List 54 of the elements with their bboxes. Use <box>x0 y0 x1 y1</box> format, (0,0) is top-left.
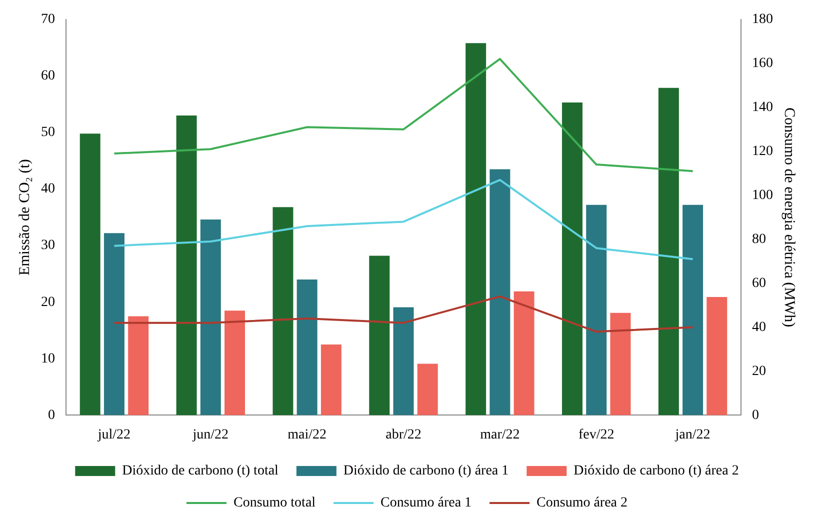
bar <box>490 169 510 416</box>
bar <box>586 204 607 416</box>
bar <box>200 220 221 416</box>
bar <box>320 344 342 416</box>
bar <box>272 207 294 416</box>
bar <box>706 297 728 416</box>
legend-label: Consumo área 1 <box>380 496 472 511</box>
legend-label: Consumo total <box>233 496 316 511</box>
bar <box>224 310 245 416</box>
legend-label: Consumo área 2 <box>536 496 628 511</box>
legend-label: Dióxido de carbono (t) área 1 <box>343 464 509 479</box>
bar <box>417 364 438 416</box>
y-tick-label: 20 <box>41 294 55 310</box>
legend-label: Dióxido de carbono (t) total <box>122 464 279 479</box>
legend-label: Dióxido de carbono (t) área 2 <box>574 464 739 479</box>
x-tick-label: jun/22 <box>192 427 229 442</box>
y2-tick-label: 100 <box>752 188 773 203</box>
bar <box>658 88 679 416</box>
bar <box>176 116 197 416</box>
bar <box>393 307 414 416</box>
bar <box>466 43 486 416</box>
x-tick-label: jul/22 <box>96 427 131 442</box>
y-tick-label: 50 <box>41 125 55 140</box>
y2-tick-label: 80 <box>752 232 766 247</box>
x-tick-label: abr/22 <box>386 427 422 442</box>
bar <box>562 102 582 416</box>
y2-tick-label: 60 <box>752 276 766 291</box>
bar <box>514 291 534 416</box>
y2-tick-label: 20 <box>752 364 766 379</box>
x-tick-label: mai/22 <box>288 427 327 442</box>
y2-tick-label: 0 <box>752 408 759 423</box>
bar <box>80 134 100 416</box>
bar <box>104 233 124 416</box>
bar <box>369 256 390 416</box>
bar <box>610 312 631 416</box>
y2-tick-label: 40 <box>752 320 766 335</box>
y-tick-label: 10 <box>41 351 55 366</box>
bar <box>682 204 704 416</box>
x-tick-label: jan/22 <box>674 427 710 442</box>
y2-tick-label: 180 <box>752 12 773 28</box>
y-tick-label: 60 <box>41 68 55 84</box>
y2-tick-label: 160 <box>752 56 773 72</box>
y-tick-label: 40 <box>41 182 55 197</box>
y2-tick-label: 120 <box>752 144 773 160</box>
x-tick-label: mar/22 <box>480 427 520 442</box>
y-axis-title: Emissão de CO₂ (t) <box>16 159 33 276</box>
y2-tick-label: 140 <box>752 100 773 116</box>
y-tick-label: 0 <box>48 408 55 423</box>
x-tick-label: fev/22 <box>578 427 614 442</box>
y2-axis-title: Consumo de energia elétrica (MWh) <box>781 107 798 328</box>
bar <box>296 279 318 416</box>
y-tick-label: 70 <box>41 12 55 28</box>
bar <box>128 316 149 416</box>
y-tick-label: 30 <box>41 238 55 254</box>
